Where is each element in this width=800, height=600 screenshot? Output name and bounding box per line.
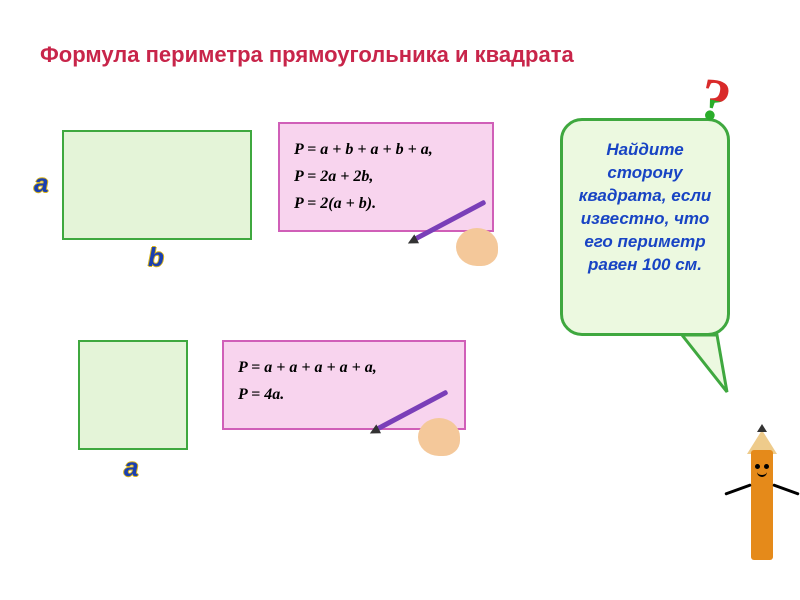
writing-hand-icon xyxy=(438,210,508,270)
formula-line: P = 2a + 2b, xyxy=(294,163,478,190)
task-text: Найдите сторону квадрата, если известно,… xyxy=(579,140,712,274)
square-shape xyxy=(78,340,188,450)
question-mark-icon: ? xyxy=(693,64,737,138)
rectangle-side-a-label: a xyxy=(34,168,48,199)
page-title: Формула периметра прямоугольника и квадр… xyxy=(40,42,574,68)
formula-line: P = a + b + a + b + a, xyxy=(294,136,478,163)
task-speech-bubble: Найдите сторону квадрата, если известно,… xyxy=(560,118,730,336)
rectangle-shape xyxy=(62,130,252,240)
square-side-a-label: a xyxy=(124,452,138,483)
speech-bubble-tail xyxy=(672,330,732,400)
pencil-character-icon xyxy=(742,430,782,580)
rectangle-side-b-label: b xyxy=(148,242,164,273)
formula-line: P = a + a + a + a + a, xyxy=(238,354,450,381)
writing-hand-icon xyxy=(400,400,470,460)
